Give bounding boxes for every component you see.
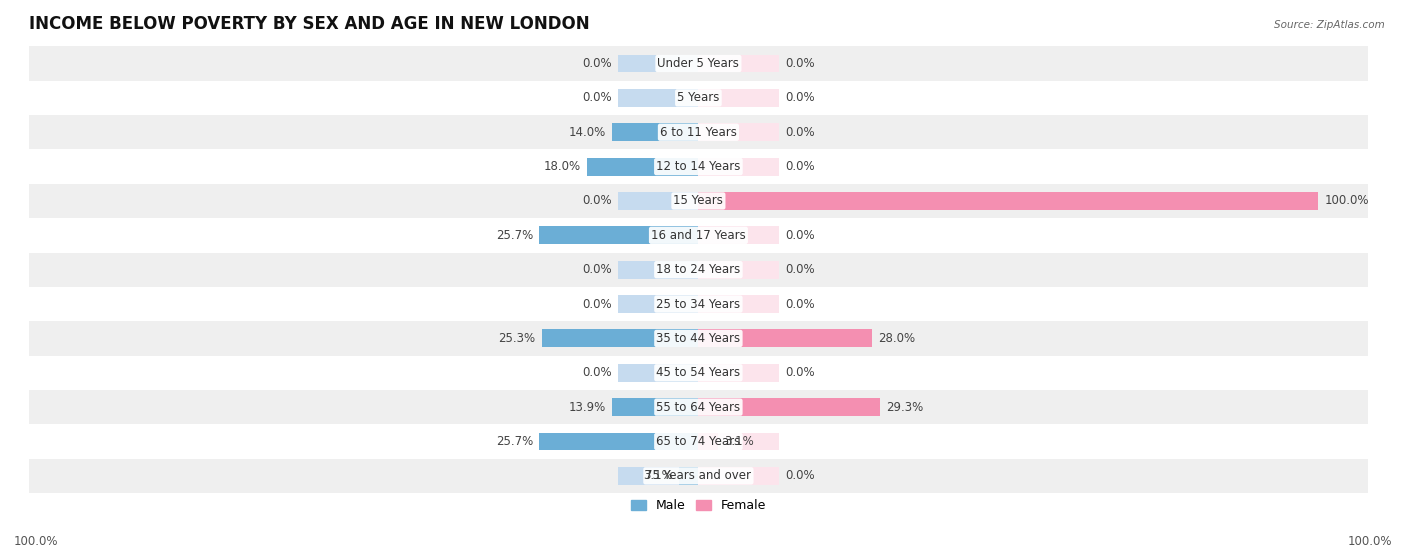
Text: 18.0%: 18.0% <box>544 160 581 173</box>
Bar <box>0 184 1406 218</box>
Text: 100.0%: 100.0% <box>14 535 59 548</box>
Bar <box>0 80 1406 115</box>
Text: 0.0%: 0.0% <box>582 366 612 379</box>
Bar <box>617 433 699 451</box>
Text: 29.3%: 29.3% <box>886 401 924 414</box>
Bar <box>699 433 779 451</box>
Bar <box>699 158 779 176</box>
Text: 0.0%: 0.0% <box>582 297 612 311</box>
Bar <box>617 364 699 382</box>
Text: 0.0%: 0.0% <box>582 91 612 105</box>
Bar <box>0 149 1406 184</box>
Bar <box>617 124 699 141</box>
Bar <box>617 295 699 313</box>
Bar <box>0 459 1406 493</box>
Bar <box>612 124 699 141</box>
Bar <box>541 329 699 347</box>
Bar <box>0 218 1406 253</box>
Text: 100.0%: 100.0% <box>1324 195 1369 207</box>
Bar <box>0 46 1406 80</box>
Text: 45 to 54 Years: 45 to 54 Years <box>657 366 741 379</box>
Text: 25.7%: 25.7% <box>496 435 533 448</box>
Text: 18 to 24 Years: 18 to 24 Years <box>657 263 741 276</box>
Text: 0.0%: 0.0% <box>785 297 815 311</box>
Text: 28.0%: 28.0% <box>879 332 915 345</box>
Bar <box>699 89 779 107</box>
Bar <box>0 390 1406 424</box>
Bar <box>617 329 699 347</box>
Text: 0.0%: 0.0% <box>785 229 815 242</box>
Bar <box>699 124 779 141</box>
Bar <box>699 329 872 347</box>
Text: 3.1%: 3.1% <box>644 470 673 482</box>
Text: 35 to 44 Years: 35 to 44 Years <box>657 332 741 345</box>
Text: 14.0%: 14.0% <box>568 126 606 139</box>
Text: 25.7%: 25.7% <box>496 229 533 242</box>
Bar <box>617 192 699 210</box>
Bar <box>538 226 699 244</box>
Bar <box>0 321 1406 356</box>
Text: 5 Years: 5 Years <box>678 91 720 105</box>
Text: 0.0%: 0.0% <box>785 366 815 379</box>
Text: 0.0%: 0.0% <box>785 91 815 105</box>
Text: 0.0%: 0.0% <box>785 57 815 70</box>
Text: 15 Years: 15 Years <box>673 195 723 207</box>
Text: 0.0%: 0.0% <box>785 263 815 276</box>
Text: 0.0%: 0.0% <box>785 470 815 482</box>
Bar <box>617 89 699 107</box>
Bar <box>0 287 1406 321</box>
Text: 0.0%: 0.0% <box>785 126 815 139</box>
Bar <box>617 467 699 485</box>
Text: 0.0%: 0.0% <box>785 160 815 173</box>
Bar <box>699 295 779 313</box>
Bar <box>699 433 717 451</box>
Bar <box>699 226 779 244</box>
Legend: Male, Female: Male, Female <box>626 495 770 518</box>
Bar <box>0 356 1406 390</box>
Text: 100.0%: 100.0% <box>1347 535 1392 548</box>
Bar <box>617 260 699 278</box>
Bar <box>699 398 779 416</box>
Bar <box>699 467 779 485</box>
Text: 0.0%: 0.0% <box>582 263 612 276</box>
Text: 25.3%: 25.3% <box>498 332 536 345</box>
Text: 6 to 11 Years: 6 to 11 Years <box>659 126 737 139</box>
Text: 55 to 64 Years: 55 to 64 Years <box>657 401 741 414</box>
Bar <box>538 433 699 451</box>
Text: 12 to 14 Years: 12 to 14 Years <box>657 160 741 173</box>
Bar <box>699 260 779 278</box>
Bar <box>617 158 699 176</box>
Bar <box>699 329 779 347</box>
Text: 25 to 34 Years: 25 to 34 Years <box>657 297 741 311</box>
Text: Source: ZipAtlas.com: Source: ZipAtlas.com <box>1274 20 1385 30</box>
Bar <box>0 115 1406 149</box>
Bar <box>617 398 699 416</box>
Text: 16 and 17 Years: 16 and 17 Years <box>651 229 745 242</box>
Bar <box>699 192 1319 210</box>
Bar <box>699 55 779 73</box>
Bar <box>699 192 779 210</box>
Text: INCOME BELOW POVERTY BY SEX AND AGE IN NEW LONDON: INCOME BELOW POVERTY BY SEX AND AGE IN N… <box>30 15 589 33</box>
Text: 3.1%: 3.1% <box>724 435 754 448</box>
Bar <box>617 226 699 244</box>
Text: Under 5 Years: Under 5 Years <box>658 57 740 70</box>
Text: 65 to 74 Years: 65 to 74 Years <box>657 435 741 448</box>
Bar <box>0 424 1406 459</box>
Bar <box>699 398 880 416</box>
Bar <box>612 398 699 416</box>
Bar <box>699 364 779 382</box>
Text: 0.0%: 0.0% <box>582 195 612 207</box>
Text: 0.0%: 0.0% <box>582 57 612 70</box>
Text: 13.9%: 13.9% <box>569 401 606 414</box>
Bar <box>617 55 699 73</box>
Text: 75 Years and over: 75 Years and over <box>645 470 751 482</box>
Bar <box>586 158 699 176</box>
Bar <box>679 467 699 485</box>
Bar <box>0 253 1406 287</box>
